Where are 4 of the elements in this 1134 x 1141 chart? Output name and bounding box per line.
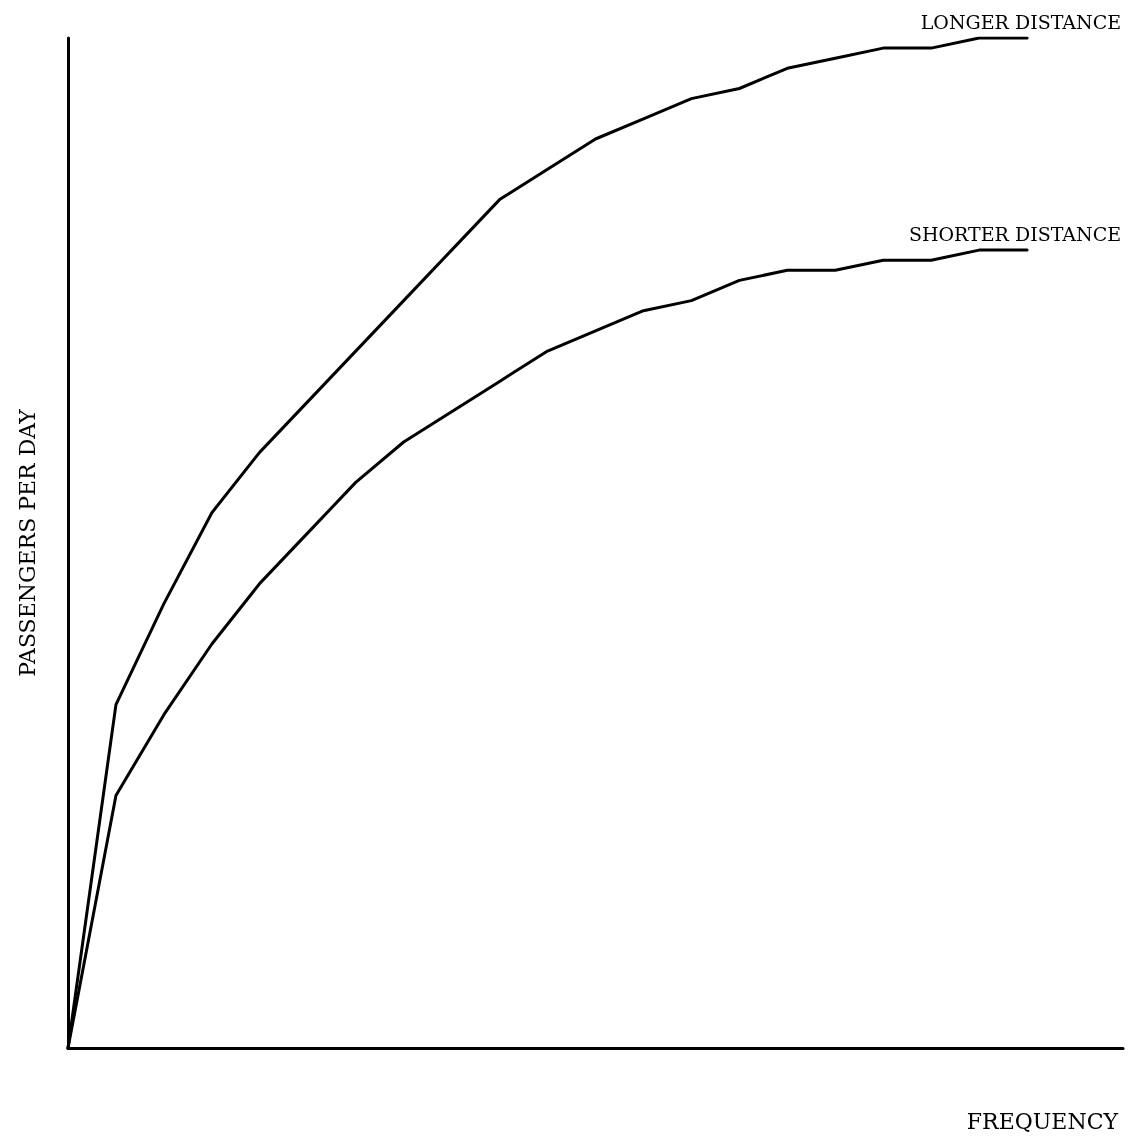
y-axis-title: PASSENGERS PER DAY xyxy=(14,408,40,677)
series-label: SHORTER DISTANCE xyxy=(908,222,1122,245)
series-label: LONGER DISTANCE xyxy=(920,10,1122,33)
x-axis-title: FREQUENCY xyxy=(966,1108,1119,1134)
